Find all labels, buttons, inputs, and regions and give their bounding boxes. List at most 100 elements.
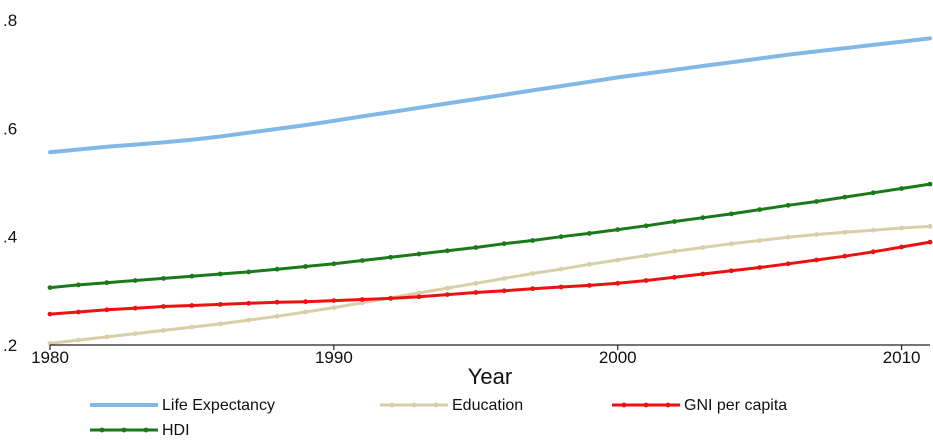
x-tick-label-2010: 2010 xyxy=(883,348,921,367)
point-education-2007 xyxy=(814,232,819,237)
point-gni-per-capita-1984 xyxy=(161,304,166,309)
legend-item-hdi: HDI xyxy=(90,422,190,439)
point-education-1996 xyxy=(501,276,507,281)
point-hdi-2005 xyxy=(757,207,763,213)
legend-marker-gni-per-capita xyxy=(643,402,649,408)
point-hdi-1980 xyxy=(47,285,53,290)
series-line-hdi xyxy=(48,182,932,290)
point-hdi-1990 xyxy=(331,261,337,267)
point-education-2009 xyxy=(870,227,876,233)
point-gni-per-capita-1992 xyxy=(388,296,393,301)
point-gni-per-capita-2000 xyxy=(615,280,621,286)
point-gni-per-capita-1986 xyxy=(217,302,223,307)
legend-marker-education xyxy=(389,402,395,408)
point-hdi-1994 xyxy=(445,248,450,254)
point-gni-per-capita-2006 xyxy=(785,261,791,267)
legend-label-education: Education xyxy=(452,397,523,414)
point-education-2000 xyxy=(615,257,621,263)
legend-marker-gni-per-capita xyxy=(621,402,627,408)
point-hdi-2009 xyxy=(870,190,876,196)
point-gni-per-capita-2002 xyxy=(672,274,677,280)
point-education-2002 xyxy=(672,248,677,254)
point-education-1989 xyxy=(303,309,308,315)
legend: Life Expectancy Education GNI per capita HD… xyxy=(90,397,787,439)
point-gni-per-capita-1995 xyxy=(473,290,479,295)
point-hdi-1992 xyxy=(388,254,393,260)
point-hdi-1981 xyxy=(76,282,81,288)
series-line-gni-per-capita xyxy=(48,240,932,316)
point-hdi-1996 xyxy=(501,241,507,247)
point-gni-per-capita-1996 xyxy=(501,288,507,294)
point-education-1982 xyxy=(104,334,110,340)
plot-area xyxy=(47,36,933,346)
point-gni-per-capita-2008 xyxy=(842,253,848,259)
y-tick-label-0-8: .8 xyxy=(3,11,17,30)
point-education-2001 xyxy=(643,253,649,258)
point-gni-per-capita-2003 xyxy=(700,271,706,277)
point-education-2004 xyxy=(728,241,734,247)
point-education-2011 xyxy=(927,224,933,229)
point-gni-per-capita-1997 xyxy=(530,286,535,292)
point-education-1999 xyxy=(587,261,592,267)
point-education-1983 xyxy=(132,331,138,336)
point-gni-per-capita-1999 xyxy=(587,283,592,288)
point-education-1997 xyxy=(530,271,535,276)
legend-item-gni-per-capita: GNI per capita xyxy=(612,397,787,414)
point-education-1990 xyxy=(331,305,337,310)
point-hdi-1982 xyxy=(104,280,110,286)
x-tick-label-2000: 2000 xyxy=(599,348,637,367)
legend-marker-hdi xyxy=(143,427,149,433)
point-hdi-1999 xyxy=(587,231,592,236)
point-hdi-1987 xyxy=(246,269,252,275)
legend-marker-gni-per-capita xyxy=(665,402,671,408)
point-gni-per-capita-2007 xyxy=(814,257,819,263)
point-hdi-1989 xyxy=(303,264,308,269)
point-education-1986 xyxy=(217,321,223,327)
point-gni-per-capita-2011 xyxy=(927,239,933,245)
point-hdi-2007 xyxy=(814,199,819,204)
point-education-2005 xyxy=(757,238,763,243)
point-gni-per-capita-1993 xyxy=(416,294,422,300)
point-hdi-2004 xyxy=(728,211,734,217)
series-line-life-expectancy xyxy=(48,36,932,155)
x-tick-label-1980: 1980 xyxy=(31,348,69,367)
point-gni-per-capita-1983 xyxy=(132,305,138,311)
legend-item-life-expectancy: Life Expectancy xyxy=(90,397,275,414)
point-hdi-1998 xyxy=(558,234,564,240)
point-gni-per-capita-2004 xyxy=(728,268,734,274)
y-tick-label-0-6: .6 xyxy=(3,119,17,138)
point-hdi-1991 xyxy=(359,258,365,263)
point-education-2008 xyxy=(842,229,848,235)
y-tick-label-0-4: .4 xyxy=(3,228,17,247)
point-hdi-1986 xyxy=(217,271,223,277)
point-gni-per-capita-2010 xyxy=(899,244,904,250)
point-gni-per-capita-1991 xyxy=(359,297,365,302)
x-tick-label-1990: 1990 xyxy=(315,348,353,367)
legend-marker-hdi xyxy=(99,427,105,433)
point-gni-per-capita-2005 xyxy=(757,265,763,270)
point-hdi-2010 xyxy=(899,186,904,191)
point-education-1985 xyxy=(189,324,195,330)
point-gni-per-capita-1987 xyxy=(246,300,252,306)
legend-marker-hdi xyxy=(121,427,127,433)
point-gni-per-capita-1985 xyxy=(189,303,195,308)
y-axis: .2 .4 .6 .8 xyxy=(3,11,17,355)
point-hdi-1985 xyxy=(189,273,195,279)
point-education-2003 xyxy=(700,245,706,250)
point-hdi-2000 xyxy=(615,227,621,233)
legend-marker-education xyxy=(433,402,439,408)
point-gni-per-capita-1988 xyxy=(274,299,280,305)
point-hdi-1988 xyxy=(274,266,280,272)
point-gni-per-capita-1980 xyxy=(47,311,53,317)
point-education-1988 xyxy=(274,313,280,319)
point-gni-per-capita-1981 xyxy=(76,309,81,315)
point-gni-per-capita-1982 xyxy=(104,307,110,313)
x-axis: 1980 1990 2000 2010 xyxy=(31,344,930,367)
point-hdi-1984 xyxy=(161,276,166,281)
point-education-1984 xyxy=(161,328,166,333)
point-hdi-2002 xyxy=(672,219,677,224)
legend-label-gni-per-capita: GNI per capita xyxy=(684,397,787,414)
point-hdi-2001 xyxy=(643,223,649,229)
point-hdi-2008 xyxy=(842,194,848,200)
